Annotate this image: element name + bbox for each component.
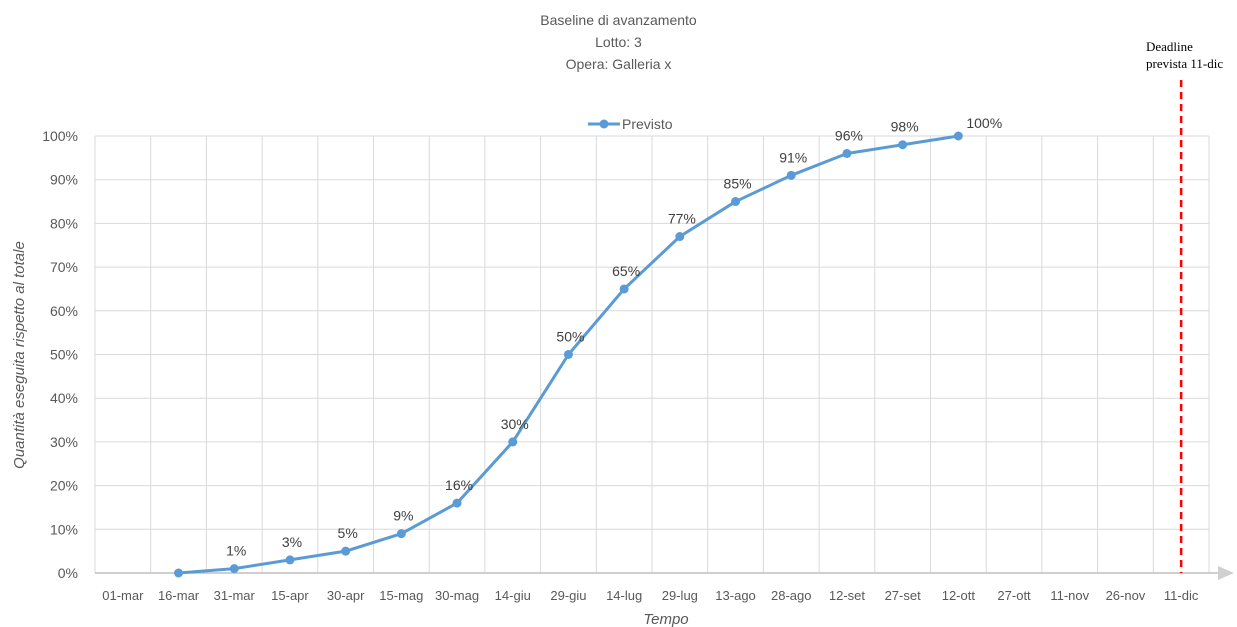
data-label: 77%	[668, 211, 696, 227]
data-label: 16%	[445, 477, 473, 493]
data-point	[953, 131, 963, 141]
data-point	[563, 350, 573, 359]
data-label: 98%	[891, 119, 919, 135]
x-tick-label: 31-mar	[214, 588, 256, 603]
x-tick-label: 28-ago	[771, 588, 811, 603]
data-point	[842, 148, 852, 158]
y-tick-label: 100%	[42, 128, 78, 144]
x-tick-label: 30-mag	[435, 588, 479, 603]
x-tick-label: 14-giu	[495, 588, 531, 603]
deadline-annotation-line-2: prevista 11-dic	[1146, 56, 1224, 71]
data-label: 30%	[501, 416, 529, 432]
data-point	[619, 284, 629, 294]
data-point	[229, 564, 239, 574]
x-tick-label: 15-mag	[379, 588, 423, 603]
data-label: 96%	[835, 127, 863, 143]
y-tick-label: 90%	[50, 172, 78, 188]
x-tick-label: 14-lug	[606, 588, 642, 603]
legend-entry-previsto: Previsto	[622, 116, 673, 132]
x-axis-title: Tempo	[643, 611, 688, 627]
x-tick-label: 27-set	[885, 588, 922, 603]
data-label: 3%	[282, 534, 302, 550]
x-tick-label: 13-ago	[715, 588, 755, 603]
y-tick-label: 50%	[50, 347, 78, 363]
y-tick-label: 70%	[50, 259, 78, 275]
legend: Previsto	[588, 116, 673, 132]
data-label: 50%	[556, 329, 584, 345]
x-axis-arrow	[1218, 566, 1234, 580]
y-tick-label: 20%	[50, 478, 78, 494]
data-point	[285, 555, 295, 565]
chart-title-line-1: Baseline di avanzamento	[540, 12, 697, 28]
deadline-annotation: Deadline prevista 11-dic	[1146, 38, 1237, 72]
x-tick-label: 30-apr	[327, 588, 365, 603]
data-point	[452, 498, 462, 508]
y-tick-labels: 0% 10% 20% 30% 40% 50% 60% 70% 80% 90% 100%	[42, 128, 78, 581]
data-point	[341, 546, 351, 556]
x-tick-label: 27-ott	[997, 588, 1031, 603]
legend-dot-marker	[599, 119, 609, 129]
data-point	[675, 232, 685, 242]
x-tick-label: 15-apr	[271, 588, 309, 603]
y-tick-label: 60%	[50, 303, 78, 319]
data-point	[898, 140, 908, 150]
data-point	[396, 529, 406, 539]
chart-title-line-3: Opera: Galleria x	[565, 56, 672, 72]
data-label: 5%	[338, 525, 358, 541]
x-tick-label: 29-lug	[662, 588, 698, 603]
deadline-annotation-line-1: Deadline	[1146, 39, 1193, 54]
y-tick-label: 0%	[58, 565, 78, 581]
y-tick-label: 10%	[50, 521, 78, 537]
x-tick-label: 12-ott	[942, 588, 976, 603]
data-label: 9%	[393, 508, 413, 524]
data-labels: 1% 3% 5% 9% 16% 30% 50% 65% 77% 85% 91% 96% 98% 100%	[226, 115, 1002, 559]
axes	[95, 566, 1234, 580]
data-point	[508, 437, 518, 447]
x-tick-labels: 01-mar 16-mar 31-mar 15-apr 30-apr 15-mag 30-m…	[102, 588, 1199, 603]
y-axis-title: Quantità eseguita rispetto al totale	[11, 241, 28, 469]
data-label: 85%	[724, 176, 752, 192]
y-tick-label: 80%	[50, 215, 78, 231]
y-tick-label: 40%	[50, 390, 78, 406]
data-point	[731, 197, 741, 207]
chart-title-line-2: Lotto: 3	[595, 34, 642, 50]
x-tick-label: 16-mar	[158, 588, 200, 603]
data-point	[786, 170, 796, 180]
data-label: 1%	[226, 543, 246, 559]
data-label: 65%	[612, 263, 640, 279]
x-tick-label: 29-giu	[550, 588, 586, 603]
x-tick-label: 26-nov	[1106, 588, 1146, 603]
x-tick-label: 11-dic	[1164, 588, 1199, 603]
x-tick-label: 01-mar	[102, 588, 144, 603]
y-tick-label: 30%	[50, 434, 78, 450]
series-previsto	[174, 131, 963, 578]
data-label: 91%	[779, 149, 807, 165]
vertical-gridlines	[94, 136, 1210, 573]
data-point	[174, 568, 184, 578]
x-tick-label: 12-set	[829, 588, 866, 603]
x-tick-label: 11-nov	[1050, 588, 1089, 603]
data-label: 100%	[966, 115, 1002, 131]
